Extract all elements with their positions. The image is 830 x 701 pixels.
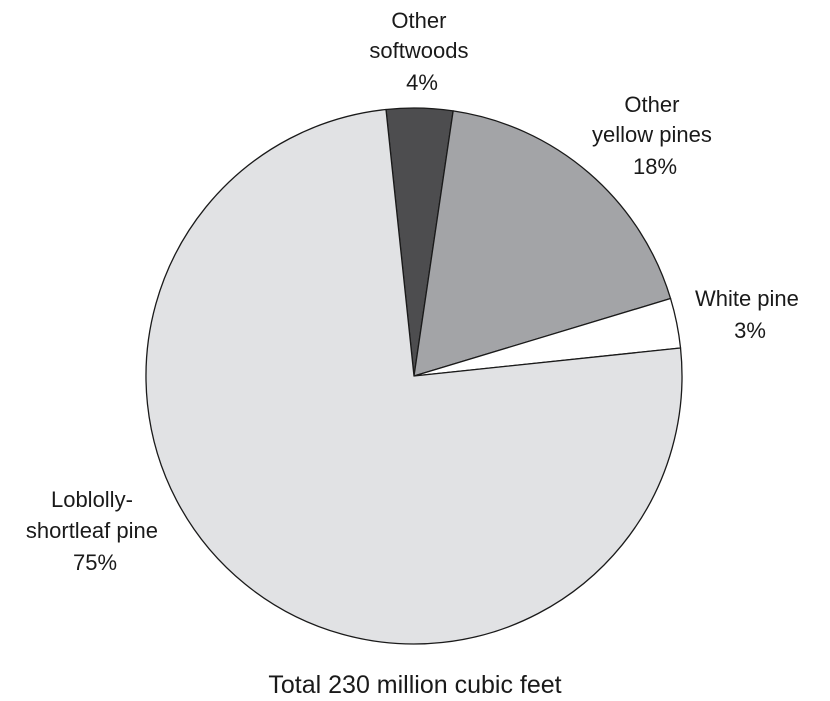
label-loblolly-line-1: Loblolly- [51, 487, 133, 512]
label-other-yellow-pines-line-1: Other [624, 92, 679, 117]
label-other-yellow-pines: Other yellow pines 18% [592, 92, 718, 179]
label-white-pine-line-1: White pine [695, 286, 799, 311]
value-other-softwoods: 4% [406, 70, 438, 95]
label-other-softwoods-line-1: Other [391, 8, 446, 33]
value-other-yellow-pines: 18% [633, 154, 677, 179]
label-other-softwoods-line-2: softwoods [369, 38, 468, 63]
chart-caption: Total 230 million cubic feet [268, 671, 561, 699]
value-loblolly-shortleaf-pine: 75% [73, 550, 117, 575]
pie-slice-other-yellow-pines [413, 110, 672, 377]
label-loblolly-line-2: shortleaf pine [26, 518, 158, 543]
label-white-pine: White pine 3% [695, 286, 805, 343]
pie-slices [145, 107, 683, 645]
label-other-softwoods: Other softwoods 4% [369, 8, 474, 95]
pie-slice-loblolly-shortleaf-pine [145, 108, 683, 645]
label-loblolly-shortleaf-pine: Loblolly- shortleaf pine 75% [26, 487, 164, 575]
value-white-pine: 3% [734, 318, 766, 343]
label-other-yellow-pines-line-2: yellow pines [592, 122, 712, 147]
